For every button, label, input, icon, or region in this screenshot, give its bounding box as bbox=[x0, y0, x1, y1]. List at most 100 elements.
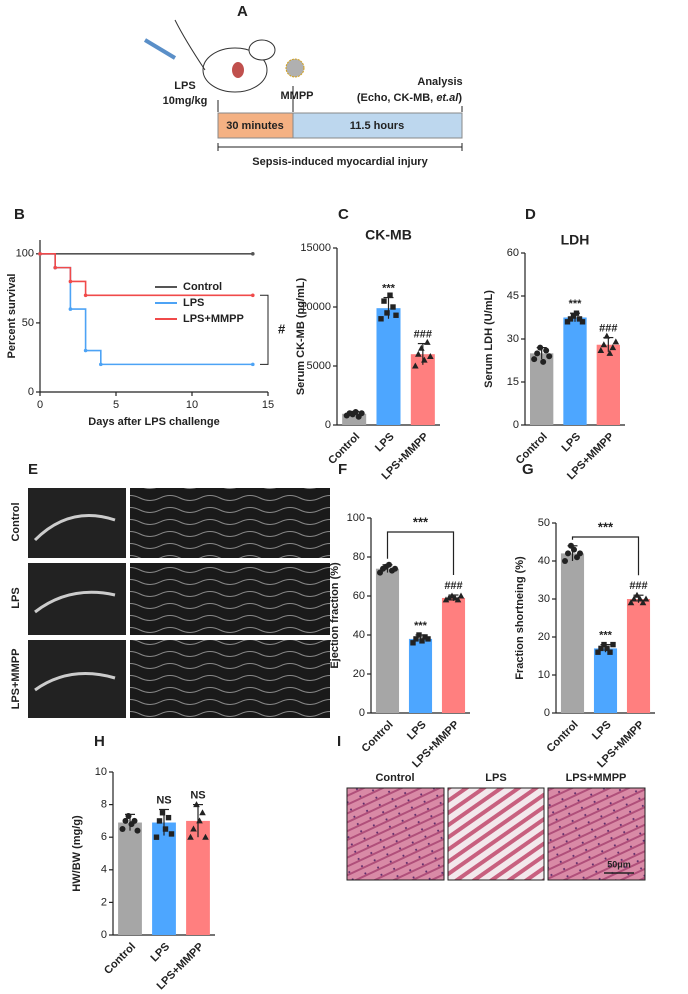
y-axis-label: HW/BW (mg/g) bbox=[71, 815, 83, 892]
data-point bbox=[196, 817, 203, 824]
timeline-label: (Echo, CK-MB, bbox=[357, 92, 436, 104]
y-tick-label: 40 bbox=[538, 555, 550, 567]
data-point bbox=[390, 304, 396, 310]
data-point bbox=[134, 827, 141, 834]
data-point bbox=[122, 817, 129, 824]
bar bbox=[152, 822, 176, 935]
data-point bbox=[595, 649, 601, 655]
data-point bbox=[358, 410, 365, 417]
legend-label: Control bbox=[183, 281, 222, 293]
echo-texture bbox=[33, 514, 116, 692]
y-tick-label: 45 bbox=[507, 290, 519, 302]
syringe bbox=[143, 38, 177, 60]
echo-images bbox=[28, 488, 330, 718]
panel-label: D bbox=[525, 206, 536, 223]
y-tick-label: 0 bbox=[359, 707, 365, 719]
histology-images bbox=[346, 787, 646, 881]
data-point bbox=[601, 641, 607, 648]
annotation: ### bbox=[414, 328, 432, 340]
data-point bbox=[562, 558, 568, 564]
data-point bbox=[427, 353, 434, 360]
data-point bbox=[612, 338, 620, 345]
x-tick-label: 0 bbox=[37, 399, 43, 411]
row-label: Control bbox=[10, 502, 22, 541]
panel-label: G bbox=[522, 461, 534, 478]
data-point bbox=[392, 565, 398, 572]
significance-bracket bbox=[571, 536, 640, 576]
data-point bbox=[606, 349, 614, 356]
echo-mmode bbox=[130, 640, 330, 718]
data-point bbox=[603, 332, 611, 339]
data-point bbox=[642, 595, 650, 602]
data-point bbox=[442, 596, 450, 603]
data-point bbox=[607, 649, 613, 655]
survival-point bbox=[68, 307, 73, 311]
data-point bbox=[571, 546, 577, 553]
y-axis-label: Fraction shortneing (%) bbox=[514, 556, 526, 680]
data-point bbox=[577, 550, 583, 557]
data-point bbox=[531, 356, 538, 363]
survival-point bbox=[68, 279, 73, 284]
echo-2d bbox=[28, 488, 126, 558]
data-point bbox=[630, 595, 638, 602]
echo-mmode bbox=[130, 488, 330, 558]
data-point bbox=[156, 818, 163, 824]
segment-label: 30 minutes bbox=[226, 120, 283, 132]
y-tick-label: 8 bbox=[101, 799, 107, 811]
x-tick-label: LPS bbox=[149, 941, 173, 965]
data-point bbox=[537, 344, 544, 351]
data-point bbox=[546, 353, 553, 360]
annotation: *** bbox=[413, 514, 429, 529]
y-tick-label: 0 bbox=[101, 929, 107, 941]
column-label: LPS+MMPP bbox=[566, 772, 627, 784]
row-label: LPS bbox=[10, 587, 22, 608]
scale-bar-label: 50μm bbox=[607, 859, 631, 869]
data-point bbox=[199, 809, 206, 816]
y-tick-label: 2 bbox=[101, 896, 107, 908]
data-point bbox=[636, 595, 644, 602]
echo-mmode bbox=[130, 563, 330, 635]
y-tick-label: 100 bbox=[16, 248, 34, 260]
significance-bracket bbox=[386, 531, 455, 576]
y-tick-label: 10 bbox=[95, 766, 107, 778]
data-point bbox=[190, 825, 197, 832]
data-point bbox=[418, 344, 425, 351]
annotation: ### bbox=[629, 580, 647, 592]
data-point bbox=[419, 638, 425, 644]
y-tick-label: 5000 bbox=[307, 360, 331, 372]
data-point bbox=[425, 636, 431, 642]
y-tick-label: 4 bbox=[101, 864, 107, 876]
data-point bbox=[202, 833, 209, 840]
y-tick-label: 0 bbox=[28, 386, 34, 398]
histology-image bbox=[547, 787, 646, 881]
data-point bbox=[386, 561, 392, 568]
bar bbox=[596, 344, 620, 425]
timeline-label: et.al bbox=[436, 92, 459, 104]
data-point bbox=[413, 636, 419, 642]
y-tick-label: 40 bbox=[353, 629, 365, 641]
survival-point bbox=[251, 293, 255, 298]
echo-2d bbox=[28, 563, 126, 635]
legend-label: LPS bbox=[183, 297, 204, 309]
panel-label: B bbox=[14, 206, 25, 223]
data-point bbox=[165, 814, 172, 821]
mouse-heart bbox=[232, 62, 244, 78]
annotation: NS bbox=[156, 794, 171, 806]
panel-label: A bbox=[237, 3, 248, 20]
y-axis-label: Serum LDH (U/mL) bbox=[483, 290, 495, 388]
span-label: Sepsis-induced myocardial injury bbox=[252, 156, 428, 168]
data-point bbox=[609, 344, 617, 351]
panel-label: C bbox=[338, 206, 349, 223]
timeline-label: Analysis bbox=[417, 76, 462, 88]
y-tick-label: 60 bbox=[507, 247, 519, 259]
data-point bbox=[570, 313, 577, 319]
data-point bbox=[610, 641, 616, 648]
bar bbox=[593, 648, 618, 713]
histology-image bbox=[346, 787, 445, 881]
timeline-graphic bbox=[143, 19, 463, 151]
data-point bbox=[598, 645, 604, 652]
data-point bbox=[564, 319, 571, 325]
y-tick-label: 100 bbox=[347, 512, 365, 524]
x-tick-label: 15 bbox=[262, 399, 274, 411]
